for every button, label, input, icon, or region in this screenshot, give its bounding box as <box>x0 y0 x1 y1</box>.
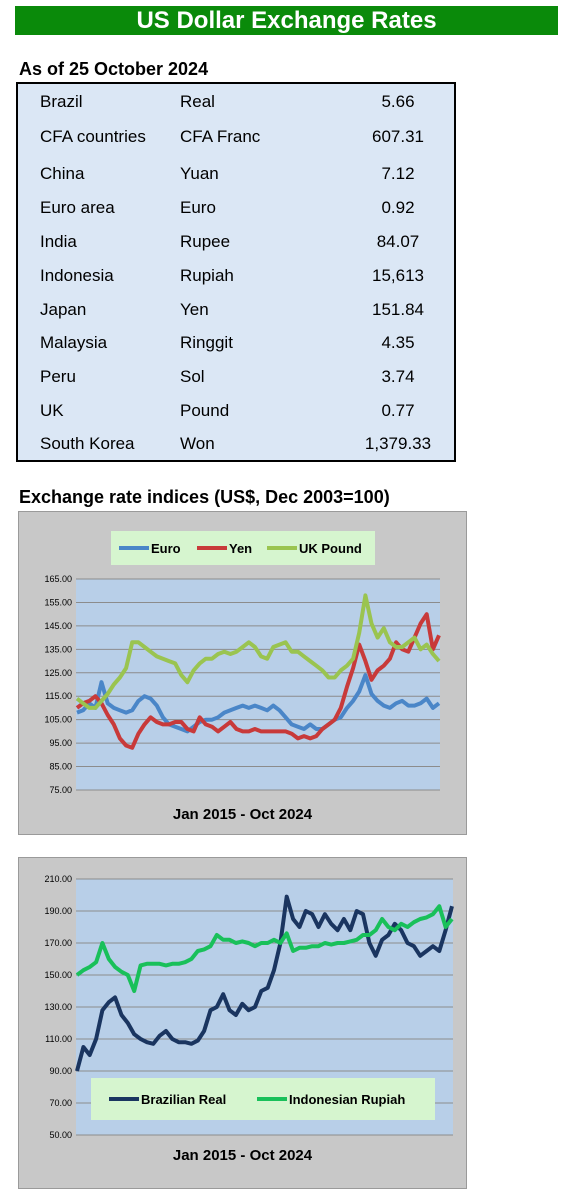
legend-item-euro: Euro <box>119 531 181 565</box>
rate-row: UK Pound 0.77 <box>18 401 454 425</box>
rate-currency: Yen <box>180 300 209 319</box>
y-tick-label: 85.00 <box>49 762 72 772</box>
chart2-x-axis-label: Jan 2015 - Oct 2024 <box>172 1147 313 1164</box>
rate-country: Euro area <box>40 198 115 217</box>
y-tick-label: 110.00 <box>45 1034 72 1044</box>
rate-currency: Rupiah <box>180 266 234 285</box>
legend-swatch-brazilian-real <box>109 1097 139 1101</box>
rate-value: 3.74 <box>381 367 415 386</box>
y-tick-label: 75.00 <box>49 785 72 795</box>
y-tick-label: 135.00 <box>44 644 72 654</box>
series-line-euro <box>76 673 441 734</box>
rate-row: China Yuan 7.12 <box>18 164 454 188</box>
rates-date-heading: As of 25 October 2024 <box>19 59 209 79</box>
rate-currency: Rupee <box>180 232 231 251</box>
rate-currency: Pound <box>180 401 230 420</box>
rate-value: 0.92 <box>381 198 415 217</box>
rate-country: Indonesia <box>40 266 114 285</box>
rate-row: Brazil Real 5.66 <box>18 92 454 116</box>
rate-currency: Euro <box>180 198 216 217</box>
rate-value: 7.12 <box>381 164 415 183</box>
rate-currency: CFA Franc <box>180 127 261 146</box>
y-tick-label: 165.00 <box>44 574 72 584</box>
legend-label-brazilian-real: Brazilian Real <box>141 1091 227 1107</box>
y-tick-label: 115.00 <box>45 691 72 701</box>
legend-item-yen: Yen <box>197 531 252 565</box>
series-line-uk-pound <box>75 593 441 710</box>
chart2-plot: 50.00 70.00 90.00 110.00 130.00 150.00 170.00 1… <box>44 874 454 1140</box>
rate-row: South Korea Won 1,379.33 <box>18 434 454 458</box>
rate-row: Euro area Euro 0.92 <box>18 198 454 222</box>
rate-currency: Sol <box>180 367 205 386</box>
legend-swatch-indonesian-rupiah <box>257 1097 287 1101</box>
chart2-legend: Brazilian Real Indonesian Rupiah <box>91 1078 435 1120</box>
y-tick-label: 150.00 <box>44 970 72 980</box>
plot-area <box>76 579 440 790</box>
indices-heading: Exchange rate indices (US$, Dec 2003=100… <box>19 487 390 507</box>
y-tick-label: 90.00 <box>49 1066 72 1076</box>
legend-swatch-yen <box>197 546 227 550</box>
rate-country: South Korea <box>40 434 135 453</box>
rate-country: Malaysia <box>40 333 108 352</box>
rate-value: 5.66 <box>381 92 415 111</box>
legend-item-brazilian-real: Brazilian Real <box>109 1078 226 1120</box>
series-line-yen <box>75 612 441 750</box>
rate-value: 151.84 <box>372 300 424 319</box>
y-tick-label: 95.00 <box>49 738 72 748</box>
chart-real-rupiah: 50.00 70.00 90.00 110.00 130.00 150.00 170.00 1… <box>18 857 467 1189</box>
legend-label-euro: Euro <box>151 540 181 556</box>
rate-country: Brazil <box>40 92 83 111</box>
rate-country: Japan <box>40 300 87 319</box>
rate-currency: Won <box>180 434 215 453</box>
page-title: US Dollar Exchange Rates <box>136 7 437 34</box>
y-tick-label: 170.00 <box>44 938 72 948</box>
y-tick-label: 210.00 <box>44 874 72 884</box>
rate-country: India <box>40 232 77 251</box>
legend-label-uk-pound: UK Pound <box>299 540 362 556</box>
exchange-rates-table: Brazil Real 5.66 CFA countries CFA Franc 607.… <box>16 82 456 462</box>
rate-row: Peru Sol 3.74 <box>18 367 454 391</box>
rate-country: CFA countries <box>40 127 146 146</box>
rate-value: 1,379.33 <box>364 434 432 453</box>
rate-currency: Ringgit <box>180 333 233 352</box>
legend-label-yen: Yen <box>229 540 253 556</box>
page-title-banner: US Dollar Exchange Rates <box>15 6 558 35</box>
rate-row: CFA countries CFA Franc 607.31 <box>18 127 454 151</box>
legend-item-uk-pound: UK Pound <box>267 531 362 565</box>
legend-swatch-euro <box>119 546 149 550</box>
y-tick-label: 145.00 <box>44 621 72 631</box>
chart1-x-axis-label: Jan 2015 - Oct 2024 <box>172 806 313 823</box>
rate-row: Malaysia Ringgit 4.35 <box>18 333 454 357</box>
legend-item-indonesian-rupiah: Indonesian Rupiah <box>257 1078 405 1120</box>
y-tick-label: 50.00 <box>49 1130 72 1140</box>
y-tick-label: 125.00 <box>44 668 72 678</box>
series-line-brazilian-real <box>75 894 454 1072</box>
rate-value: 4.35 <box>381 333 415 352</box>
legend-swatch-uk-pound <box>267 546 297 550</box>
rate-row: Indonesia Rupiah 15,613 <box>18 266 454 290</box>
rate-currency: Yuan <box>180 164 219 183</box>
chart1-plot: 75.00 85.00 95.00 105.00 115.00 125.00 135.00 1… <box>44 574 441 795</box>
rate-country: China <box>40 164 85 183</box>
rate-value: 84.07 <box>376 232 420 251</box>
y-tick-label: 70.00 <box>49 1098 72 1108</box>
chart1-legend: Euro Yen UK Pound <box>111 531 375 565</box>
series-line-indonesian-rupiah <box>75 904 454 993</box>
legend-label-indonesian-rupiah: Indonesian Rupiah <box>289 1091 406 1107</box>
rate-value: 607.31 <box>372 127 424 146</box>
rate-country: Peru <box>40 367 76 386</box>
chart-euro-yen-pound: 75.00 85.00 95.00 105.00 115.00 125.00 135.00 1… <box>18 511 467 835</box>
y-tick-label: 105.00 <box>44 715 72 725</box>
rate-row: India Rupee 84.07 <box>18 232 454 256</box>
rate-value: 15,613 <box>372 266 424 285</box>
rate-row: Japan Yen 151.84 <box>18 300 454 324</box>
rate-country: UK <box>40 401 64 420</box>
rate-currency: Real <box>180 92 215 111</box>
y-tick-label: 130.00 <box>44 1002 72 1012</box>
y-tick-label: 155.00 <box>44 597 72 607</box>
y-tick-label: 190.00 <box>44 906 72 916</box>
rate-value: 0.77 <box>381 401 415 420</box>
